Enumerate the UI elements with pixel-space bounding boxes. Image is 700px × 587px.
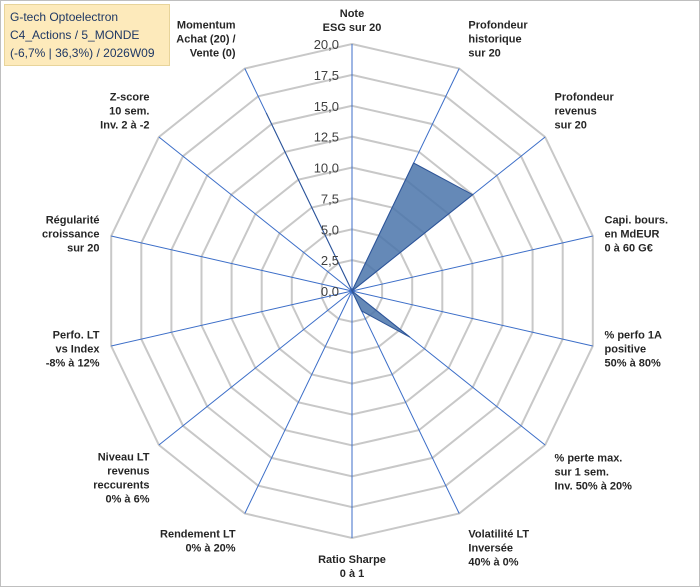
axis-label-line: Ratio Sharpe <box>318 554 386 566</box>
radar-axis-line <box>351 235 593 292</box>
axis-label-line: vs Index <box>55 344 100 356</box>
title-line-2: C4_Actions / 5_MONDE <box>10 28 140 42</box>
axis-label-line: en MdEUR <box>605 228 660 240</box>
axis-label: Rendement LT 0% à 20% <box>160 528 236 554</box>
tick-label: 7,5 <box>321 191 339 206</box>
axis-label-line: historique <box>468 34 521 46</box>
axis-label-line: Inv. 2 à -2 <box>100 120 149 132</box>
axis-label-line: revenus <box>107 466 149 478</box>
axis-label: Volatilité LT Inversée 40% à 0% <box>468 528 529 568</box>
title-line-3: (-6,7% | 36,3%) / 2026W09 <box>10 46 155 60</box>
axis-label-line: ESG sur 20 <box>323 22 382 34</box>
radar-axis-line <box>111 290 353 347</box>
axis-label: Profondeur revenus sur 20 <box>555 92 615 132</box>
axis-label-line: Perfo. LT <box>53 330 100 342</box>
axis-label-line: Capi. bours. <box>605 214 669 226</box>
radial-tick-labels: 0,0 2,5 5,0 7,5 10,0 12,5 15,0 17,5 20,0 <box>314 37 339 299</box>
axis-label-line: Z-score <box>110 92 150 104</box>
radar-axis-line <box>111 235 353 292</box>
tick-label: 5,0 <box>321 222 339 237</box>
tick-label: 12,5 <box>314 130 339 145</box>
axis-label: % perte max. sur 1 sem. Inv. 50% à 20% <box>555 452 633 492</box>
axis-label: Note ESG sur 20 <box>323 8 382 34</box>
axis-label-line: sur 20 <box>468 48 500 60</box>
axis-label-line: 50% à 80% <box>605 358 661 370</box>
axis-label-line: Profondeur <box>555 92 615 104</box>
axis-label: Capi. bours. en MdEUR 0 à 60 G€ <box>605 214 669 254</box>
axis-label-line: Achat (20) / <box>176 34 235 46</box>
title-line-1: G-tech Optoelectron <box>10 10 119 24</box>
axis-label-line: 10 sem. <box>109 106 149 118</box>
axis-label-line: % perfo 1A <box>605 330 663 342</box>
axis-label-line: Vente (0) <box>190 48 236 60</box>
tick-label: 20,0 <box>314 37 339 52</box>
axis-label-line: -8% à 12% <box>46 358 100 370</box>
axis-label-line: Régularité <box>46 214 100 226</box>
axis-label-line: Volatilité LT <box>468 528 529 540</box>
axis-label-line: Inversée <box>468 542 513 554</box>
radar-axis-line <box>158 136 353 292</box>
tick-label: 0,0 <box>321 284 339 299</box>
axis-label-line: Note <box>340 8 364 20</box>
tick-label: 2,5 <box>321 253 339 268</box>
axis-label: Perfo. LT vs Index -8% à 12% <box>46 330 101 370</box>
axis-label: Régularité croissance sur 20 <box>42 214 99 254</box>
axis-label-line: 0% à 6% <box>105 494 149 506</box>
axis-label: Profondeur historique sur 20 <box>468 20 528 60</box>
tick-label: 10,0 <box>314 161 339 176</box>
axis-label-line: Inv. 50% à 20% <box>555 480 633 492</box>
axis-label-line: croissance <box>42 228 99 240</box>
radar-axis-line <box>158 290 353 446</box>
axis-label-line: Profondeur <box>468 20 528 32</box>
axis-label-line: sur 20 <box>555 120 587 132</box>
axis-label-line: positive <box>605 344 647 356</box>
axis-label-line: revenus <box>555 106 597 118</box>
axis-label-line: 0% à 20% <box>185 542 235 554</box>
tick-label: 17,5 <box>314 68 339 83</box>
title-box: G-tech Optoelectron C4_Actions / 5_MONDE… <box>4 4 170 66</box>
axis-label-line: Rendement LT <box>160 528 236 540</box>
axis-label-line: sur 20 <box>67 242 99 254</box>
axis-label: Niveau LT revenus reccurents 0% à 6% <box>93 452 150 506</box>
axis-label-line: sur 1 sem. <box>555 466 609 478</box>
axis-label-line: reccurents <box>93 480 149 492</box>
radar-axis-line <box>244 290 353 514</box>
axis-label: Ratio Sharpe 0 à 1 <box>318 554 386 580</box>
radar-axis-line <box>351 290 593 347</box>
axis-label-line: 0 à 1 <box>340 568 364 580</box>
axis-label-line: 0 à 60 G€ <box>605 242 653 254</box>
axis-label: Z-score 10 sem. Inv. 2 à -2 <box>100 92 149 132</box>
axis-label-line: Momentum <box>177 20 236 32</box>
axis-label-line: 40% à 0% <box>468 556 518 568</box>
axis-label: Momentum Achat (20) / Vente (0) <box>176 20 236 60</box>
axis-label-line: Niveau LT <box>98 452 150 464</box>
radar-series <box>265 112 474 338</box>
tick-label: 15,0 <box>314 99 339 114</box>
axis-label-line: % perte max. <box>555 452 623 464</box>
axis-label: % perfo 1A positive 50% à 80% <box>605 330 663 370</box>
radar-axis-line <box>351 290 460 514</box>
series-area <box>265 112 474 338</box>
axis-labels: Note ESG sur 20 Profondeur historique sur 20… <box>42 8 668 580</box>
